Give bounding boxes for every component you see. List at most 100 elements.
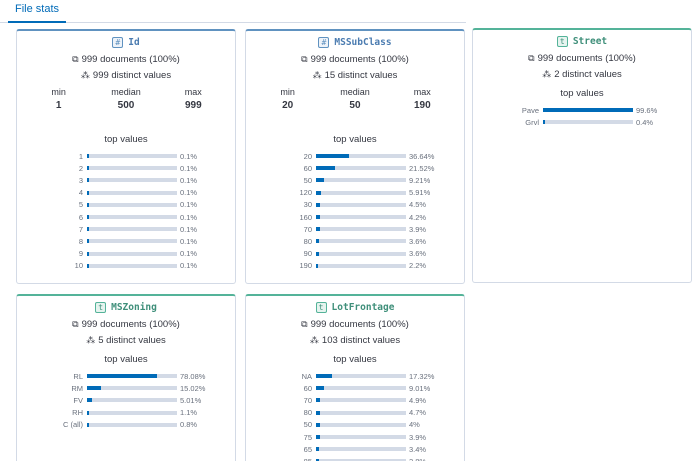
distinct-values-icon: ⁂	[309, 334, 319, 345]
top-value-bar-fill	[87, 178, 89, 183]
min-label: min	[51, 87, 66, 97]
top-value-percent: 4%	[409, 420, 420, 430]
top-value-bar-fill	[87, 374, 158, 379]
top-value-row: 20 36.64%	[246, 150, 464, 162]
top-value-percent: 5.01%	[180, 395, 202, 405]
top-values-list: NA 17.32% 60 9.01% 70 4.9% 80 4.7% 50 4% 75 3.9% 65 3…	[246, 370, 464, 461]
top-value-percent: 3.6%	[409, 249, 427, 259]
distinct-count: ⁂ 999 distinct values	[80, 69, 172, 81]
top-value-bar-fill	[316, 386, 325, 391]
top-value-label: Pave	[521, 105, 539, 115]
top-value-row: 2 0.1%	[17, 162, 235, 174]
top-value-bar-fill	[87, 227, 89, 232]
field-card-mszoning: t MSZoning ⧉ 999 documents (100%) ⁂ 5 di…	[16, 294, 236, 461]
top-value-label: 60	[303, 383, 312, 393]
top-value-bar-fill	[87, 386, 101, 391]
top-value-label: Grvl	[525, 117, 539, 127]
top-value-percent: 0.1%	[180, 151, 198, 161]
documents-icon: ⧉	[72, 53, 79, 64]
top-value-percent: 9.01%	[409, 383, 431, 393]
top-value-bar-fill	[316, 435, 320, 440]
top-value-label: 20	[303, 151, 312, 161]
top-value-label: 9	[78, 249, 83, 259]
top-value-bar-fill	[316, 447, 320, 452]
top-value-bar-fill	[316, 374, 332, 379]
top-value-label: 5	[78, 200, 83, 210]
top-value-percent: 0.8%	[180, 420, 198, 430]
top-value-bar-fill	[87, 422, 89, 427]
median-value: 500	[117, 100, 135, 111]
top-value-label: 10	[74, 261, 83, 271]
documents-icon: ⧉	[301, 53, 308, 64]
top-values-title: top values	[560, 88, 604, 99]
top-value-percent: 3.4%	[409, 444, 427, 454]
top-value-percent: 3.9%	[409, 432, 427, 442]
top-value-bar-fill	[316, 227, 320, 232]
top-value-bar	[316, 239, 406, 244]
top-value-row: Pave 99.6%	[473, 104, 691, 116]
top-value-label: C (all)	[63, 420, 83, 430]
top-value-row: 160 4.2%	[246, 211, 464, 223]
top-value-bar	[316, 410, 406, 415]
field-name: MSSubClass	[334, 36, 392, 48]
top-value-bar	[87, 154, 177, 159]
top-value-bar	[316, 215, 406, 220]
top-value-bar-fill	[87, 202, 89, 207]
top-value-row: 30 4.5%	[246, 199, 464, 211]
distinct-count: ⁂ 5 distinct values	[86, 334, 166, 346]
top-value-bar	[87, 215, 177, 220]
top-value-bar	[316, 459, 406, 461]
top-value-row: RM 15.02%	[17, 382, 235, 394]
top-value-percent: 5.91%	[409, 188, 431, 198]
top-value-bar	[543, 120, 633, 125]
top-value-bar	[87, 166, 177, 171]
top-value-percent: 4.7%	[409, 408, 427, 418]
top-value-bar	[316, 154, 406, 159]
median-label: median	[111, 87, 141, 97]
top-value-bar-fill	[87, 190, 89, 195]
top-value-label: 70	[303, 224, 312, 234]
top-value-label: 50	[303, 420, 312, 430]
top-value-label: 65	[303, 444, 312, 454]
top-value-percent: 4.5%	[409, 200, 427, 210]
field-card-mssubclass: # MSSubClass ⧉ 999 documents (100%) ⁂ 15…	[245, 29, 465, 284]
top-value-bar-fill	[316, 263, 318, 268]
documents-icon: ⧉	[301, 318, 308, 329]
number-type-icon: #	[318, 36, 330, 48]
top-value-percent: 0.1%	[180, 175, 198, 185]
top-value-row: 60 9.01%	[246, 382, 464, 394]
top-value-bar-fill	[316, 459, 319, 461]
field-name: Id	[128, 36, 140, 48]
top-value-bar	[316, 386, 406, 391]
top-value-percent: 15.02%	[180, 383, 206, 393]
top-value-bar-fill	[316, 178, 325, 183]
top-value-bar	[316, 398, 406, 403]
tab-file-stats[interactable]: File stats	[8, 2, 66, 23]
top-values-title: top values	[333, 134, 377, 145]
top-value-row: 3 0.1%	[17, 174, 235, 186]
top-value-row: 9 0.1%	[17, 248, 235, 260]
distinct-values-icon: ⁂	[86, 334, 96, 345]
field-card-street: t Street ⧉ 999 documents (100%) ⁂ 2 dist…	[472, 28, 692, 283]
top-value-label: 3	[78, 175, 83, 185]
top-value-bar-fill	[316, 410, 321, 415]
top-value-percent: 2.8%	[406, 457, 426, 461]
top-value-row: RH 1.1%	[17, 407, 235, 419]
top-value-row: 8 0.1%	[17, 235, 235, 247]
top-value-label: RM	[71, 383, 83, 393]
max-label: max	[413, 87, 431, 97]
top-value-bar	[87, 374, 177, 379]
top-value-bar	[316, 190, 406, 195]
top-value-percent: 2.2%	[409, 261, 427, 271]
top-value-bar	[87, 263, 177, 268]
top-value-label: 8	[78, 236, 83, 246]
top-value-percent: 0.4%	[636, 117, 654, 127]
documents-icon: ⧉	[528, 52, 535, 63]
top-value-bar-fill	[87, 410, 89, 415]
number-type-icon: #	[112, 36, 124, 48]
text-type-icon: t	[95, 301, 107, 313]
field-card-id: # Id ⧉ 999 documents (100%) ⁂ 999 distin…	[16, 29, 236, 284]
card-header: # Id	[17, 33, 235, 51]
top-value-row: RL 78.08%	[17, 370, 235, 382]
field-card-lotfrontage: t LotFrontage ⧉ 999 documents (100%) ⁂ 1…	[245, 294, 465, 461]
